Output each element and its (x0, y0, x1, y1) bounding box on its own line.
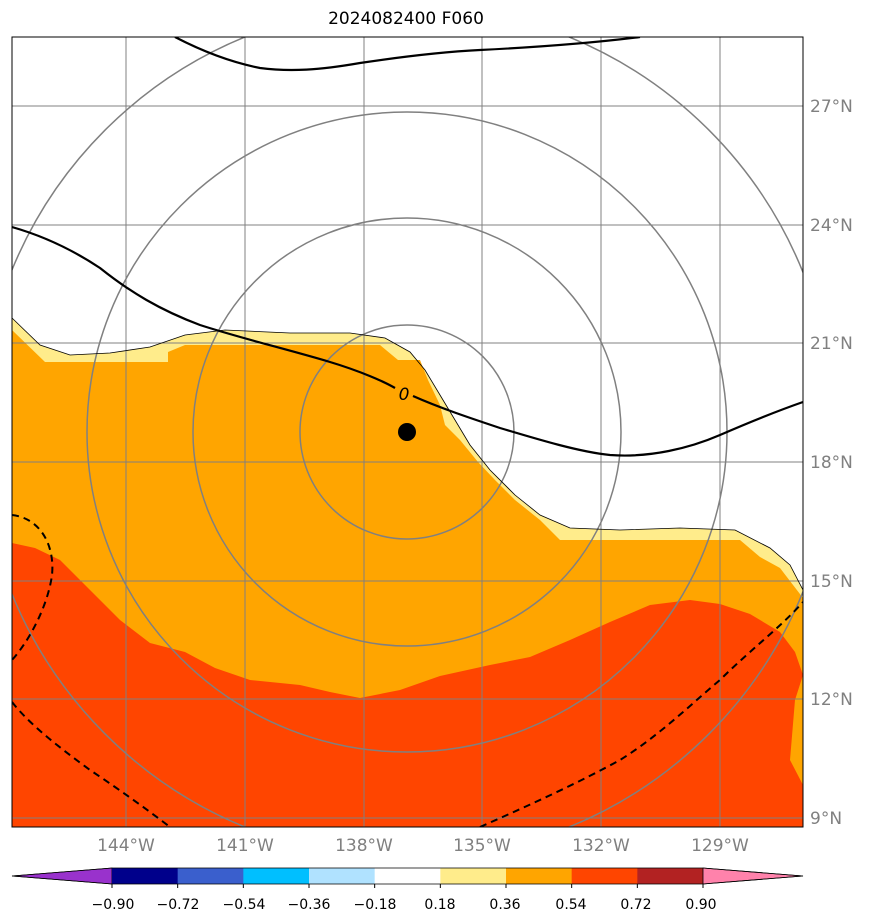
lon-label: 144°W (97, 836, 155, 856)
colorbar-segment (571, 868, 638, 884)
colorbar-tick: −0.90 (92, 897, 135, 913)
colorbar-extend-high (702, 867, 804, 885)
colorbar (11, 867, 804, 888)
colorbar-tick: 0.54 (555, 897, 586, 913)
lon-label: 129°W (691, 836, 749, 856)
lon-label: 141°W (216, 836, 274, 856)
colorbar-segment (309, 868, 376, 884)
colorbar-tick: 0.72 (620, 897, 651, 913)
lat-label: 12°N (810, 690, 853, 710)
lat-label: 15°N (810, 572, 853, 592)
colorbar-segment (506, 868, 573, 884)
colorbar-tick: −0.72 (157, 897, 200, 913)
colorbar-tick: 0.36 (489, 897, 520, 913)
lat-label: 21°N (810, 334, 853, 354)
lon-label: 132°W (572, 836, 630, 856)
colorbar-segment (374, 868, 441, 884)
storm-center-marker (398, 423, 416, 441)
colorbar-segment (440, 868, 507, 884)
contour-0.18 (12, 317, 803, 591)
lat-label: 18°N (810, 453, 853, 473)
colorbar-segment (177, 868, 244, 884)
colorbar-segment (112, 868, 179, 884)
latitude-labels: 27°N 24°N 21°N 18°N 15°N 12°N 9°N (810, 97, 853, 829)
fill-0.54-0.72 (12, 543, 803, 827)
colorbar-ticks: −0.90 −0.72 −0.54 −0.36 −0.18 0.18 0.36 … (92, 897, 717, 913)
colorbar-segment (637, 868, 704, 884)
contour-label: 0 (399, 385, 410, 405)
colorbar-tick: 0.18 (424, 897, 455, 913)
lat-label: 9°N (810, 809, 842, 829)
colorbar-tick: −0.54 (223, 897, 266, 913)
colorbar-extend-low (11, 867, 113, 885)
colorbar-tick: 0.90 (685, 897, 716, 913)
lat-label: 27°N (810, 97, 853, 117)
lat-label: 24°N (810, 216, 853, 236)
map-title: 2024082400 F060 (328, 9, 484, 29)
contour-solid-top (174, 37, 641, 72)
longitude-labels: 144°W 141°W 138°W 135°W 132°W 129°W (97, 836, 749, 856)
colorbar-segment (243, 868, 310, 884)
lon-label: 135°W (453, 836, 511, 856)
colorbar-tick: −0.18 (354, 897, 397, 913)
plot-frame (11, 36, 804, 828)
contour-zero-line (12, 225, 803, 457)
dashed-contours (12, 514, 803, 827)
lon-label: 138°W (335, 836, 393, 856)
colorbar-tick: −0.36 (288, 897, 331, 913)
map-plot-area (12, 37, 803, 827)
graticule (12, 37, 803, 827)
